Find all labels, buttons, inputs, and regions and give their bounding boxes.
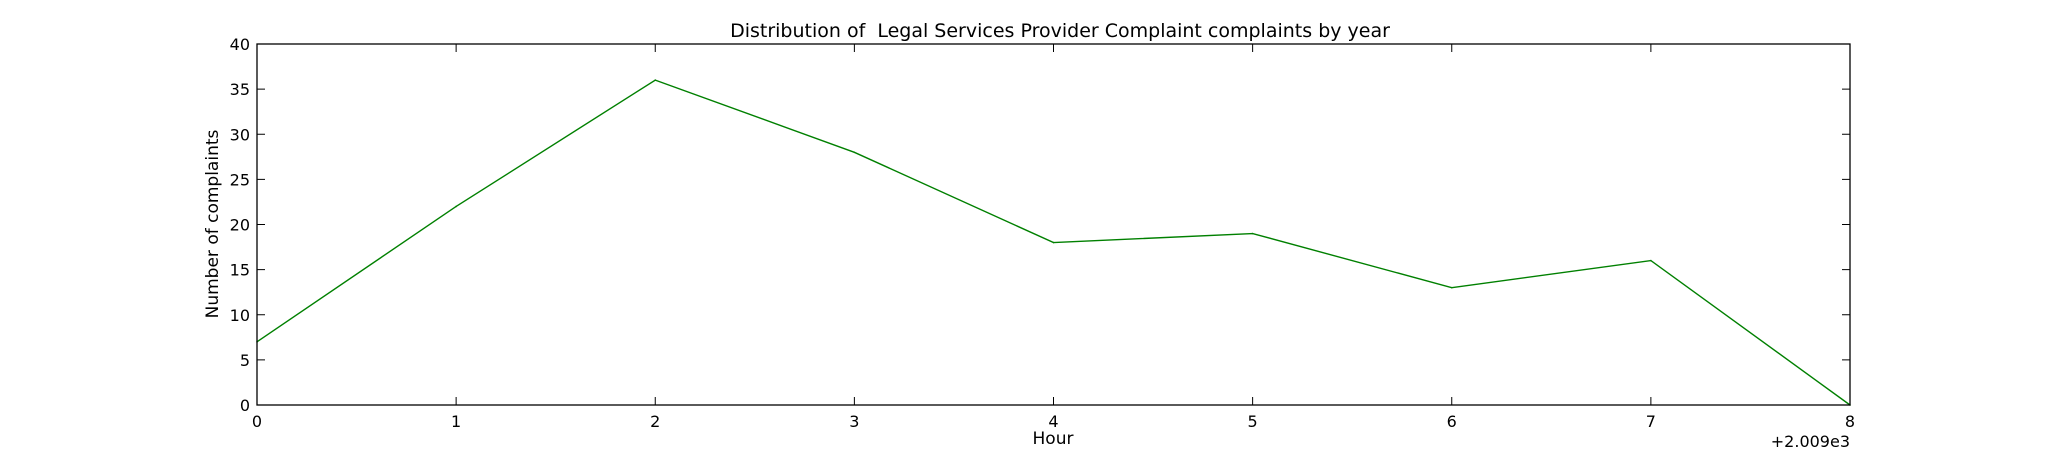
y-tick-label: 25: [230, 170, 250, 189]
y-tick-label: 40: [230, 35, 250, 54]
series-point: [654, 79, 657, 81]
chart-title: Distribution of Legal Services Provider …: [730, 20, 1390, 42]
x-tick-label: 5: [1248, 412, 1258, 431]
y-tick-label: 30: [230, 125, 250, 144]
x-tick-label: 3: [849, 412, 859, 431]
y-axis-label: Number of complaints: [203, 129, 223, 318]
series-point: [1450, 286, 1453, 289]
x-tick-label: 7: [1646, 412, 1656, 431]
plot-frame: [256, 43, 1851, 406]
x-tick-label: 6: [1447, 412, 1457, 431]
x-tick-label: 0: [252, 412, 262, 431]
y-tick-label: 10: [230, 306, 250, 325]
series-point: [1650, 259, 1652, 262]
x-axis-offset-label: +2.009e3: [1771, 432, 1850, 450]
series-point: [853, 151, 856, 154]
y-tick-label: 0: [240, 396, 250, 415]
y-tick-label: 20: [230, 216, 250, 235]
x-axis-ticks: 0 1 2 3 4 5 6 7 8: [252, 44, 1855, 431]
x-tick-label: 1: [451, 412, 461, 431]
y-tick-label: 5: [240, 351, 250, 370]
series-layer: [256, 79, 1851, 406]
series-point: [1052, 241, 1055, 244]
y-tick-label: 35: [230, 80, 250, 99]
y-tick-label: 15: [230, 261, 250, 280]
y-axis-ticks: 0 5 10 15 20 25 30 35 40: [230, 35, 1850, 415]
x-tick-label: 2: [650, 412, 660, 431]
x-axis-label: Hour: [1033, 429, 1074, 449]
series-point: [455, 205, 457, 208]
series-point: [1251, 232, 1254, 235]
x-tick-label: 8: [1845, 412, 1855, 431]
x-tick-label: 4: [1048, 412, 1058, 431]
